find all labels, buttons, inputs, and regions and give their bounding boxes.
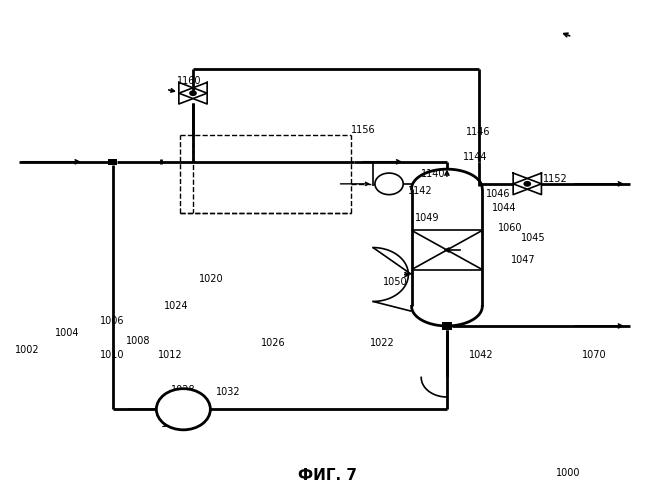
Text: 1032: 1032 xyxy=(215,387,240,397)
Text: 1152: 1152 xyxy=(543,174,568,184)
Text: 1024: 1024 xyxy=(164,302,189,312)
Text: 1020: 1020 xyxy=(199,274,224,284)
Text: 1044: 1044 xyxy=(492,204,516,214)
Text: 1046: 1046 xyxy=(485,188,510,198)
Text: 1050: 1050 xyxy=(382,277,407,287)
Text: 1002: 1002 xyxy=(15,346,39,356)
Text: 1010: 1010 xyxy=(100,350,124,360)
Bar xyxy=(441,322,452,330)
Text: 1004: 1004 xyxy=(55,328,79,338)
Text: 1028: 1028 xyxy=(171,384,195,394)
Text: 1160: 1160 xyxy=(177,76,201,86)
Text: 1156: 1156 xyxy=(350,125,375,135)
Text: 1008: 1008 xyxy=(125,336,150,345)
Text: 1022: 1022 xyxy=(370,338,394,348)
Text: 1030: 1030 xyxy=(161,419,186,429)
Text: ФИГ. 7: ФИГ. 7 xyxy=(298,468,358,483)
Text: 1045: 1045 xyxy=(521,233,546,243)
Text: 1042: 1042 xyxy=(470,350,494,360)
Circle shape xyxy=(375,173,403,195)
Text: 1047: 1047 xyxy=(511,255,536,265)
Text: 1142: 1142 xyxy=(408,186,433,196)
Text: 1000: 1000 xyxy=(556,468,581,478)
Text: 1026: 1026 xyxy=(260,338,285,348)
Text: 1140: 1140 xyxy=(421,169,445,179)
Circle shape xyxy=(156,388,211,430)
Text: 1144: 1144 xyxy=(463,152,487,162)
Text: 1049: 1049 xyxy=(415,213,440,223)
Text: 1146: 1146 xyxy=(466,128,491,138)
Text: 1070: 1070 xyxy=(582,350,607,360)
Circle shape xyxy=(523,181,531,187)
Circle shape xyxy=(189,90,197,96)
Text: 1060: 1060 xyxy=(499,223,523,233)
Text: 1006: 1006 xyxy=(100,316,124,326)
Bar xyxy=(108,158,117,165)
Text: 1012: 1012 xyxy=(157,350,182,360)
